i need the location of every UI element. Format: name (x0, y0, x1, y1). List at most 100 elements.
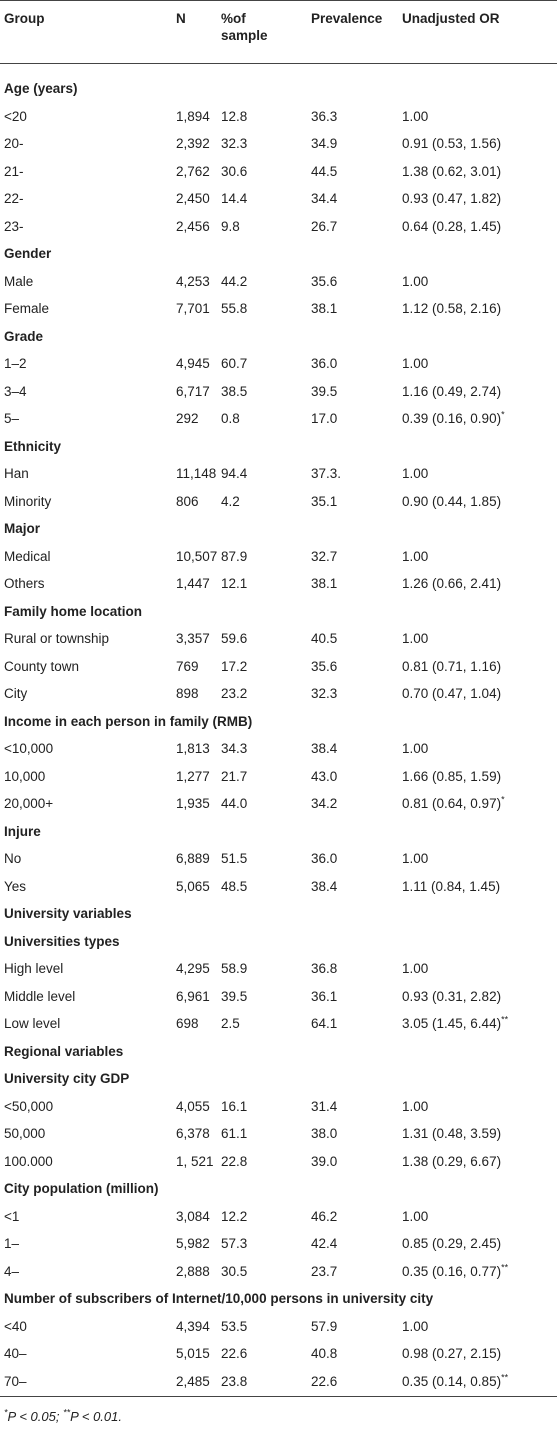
table-cell: 35.6 (311, 658, 338, 674)
table-cell: 38.5 (221, 383, 248, 399)
table-cell: 34.3 (221, 741, 248, 756)
significance-mark: ** (501, 1014, 509, 1025)
table-cell: 0.81 (0.64, 0.97)* (402, 794, 505, 811)
table-cell: 12.2 (221, 1208, 248, 1224)
table-cell: 39.5 (221, 988, 248, 1004)
table-cell: 2,888 (176, 1263, 210, 1279)
section-label: Number of subscribers of Internet/10,000… (4, 1291, 434, 1306)
table-cell: 4,253 (176, 273, 210, 289)
table-cell: 50,000 (4, 1126, 46, 1141)
table-cell: 2,392 (176, 136, 210, 151)
table-cell: 31.4 (311, 1098, 338, 1114)
table-cell: 44.2 (221, 273, 248, 289)
table-cell: 40– (4, 1346, 27, 1361)
table-cell: <40 (4, 1318, 27, 1334)
table-cell: Rural or township (4, 631, 110, 646)
footnote: *P < 0.05; **P < 0.01. (4, 1407, 122, 1424)
table-cell: 1.00 (402, 1098, 429, 1114)
section-label: Family home location (4, 603, 143, 619)
table-cell: 44.5 (311, 163, 338, 179)
section-label: Age (years) (4, 81, 78, 96)
table-cell: Minority (4, 493, 52, 509)
table-cell: 5– (4, 411, 20, 426)
table-cell: 87.9 (221, 548, 248, 564)
table-cell: 0.39 (0.16, 0.90)* (402, 409, 505, 426)
table-cell: 1.00 (402, 1318, 429, 1334)
table-cell: 6,717 (176, 383, 210, 399)
table-cell: 4,945 (176, 356, 210, 371)
table-cell: 3,084 (176, 1208, 210, 1224)
table-cell: 20- (4, 136, 24, 151)
table-cell: 0.8 (221, 411, 240, 426)
table-cell: 1.00 (402, 548, 429, 564)
header-cell: Unadjusted OR (402, 11, 500, 26)
section-label: Income in each person in family (RMB) (4, 713, 253, 729)
table-cell: 38.1 (311, 301, 338, 316)
table-cell: 34.4 (311, 191, 338, 206)
table-cell: <50,000 (4, 1098, 54, 1114)
section-label: Major (4, 521, 41, 536)
significance-mark: ** (501, 1262, 509, 1272)
table-cell: 4.2 (221, 493, 240, 509)
table-cell: 94.4 (221, 466, 248, 481)
table-cell: 46.2 (311, 1208, 338, 1224)
table-cell: 5,065 (176, 878, 210, 894)
table-cell: 30.5 (221, 1263, 248, 1279)
table-cell: 20,000+ (4, 796, 54, 811)
table-cell: 898 (176, 686, 199, 701)
table-cell: 4,394 (176, 1318, 210, 1334)
table-cell: High level (4, 961, 64, 976)
table-cell: Han (4, 466, 29, 481)
table-cell: 1.00 (402, 1208, 429, 1224)
table-cell: 1.00 (402, 631, 429, 646)
bottom-rule (0, 1396, 557, 1397)
table-cell: Yes (4, 878, 27, 894)
section-label: University variables (4, 906, 132, 921)
table-cell: 12.1 (221, 576, 248, 591)
table-cell: 37.3. (311, 466, 342, 481)
table-cell: Middle level (4, 988, 76, 1004)
header-cell: N (176, 11, 186, 26)
table-cell: 17.2 (221, 658, 248, 674)
table-cell: 4,295 (176, 961, 210, 976)
table-cell: 0.70 (0.47, 1.04) (402, 686, 502, 701)
table-cell: 1.38 (0.62, 3.01) (402, 163, 502, 179)
table-cell: 1– (4, 1236, 20, 1251)
table-cell: No (4, 851, 22, 866)
table-cell: 1.16 (0.49, 2.74) (402, 383, 502, 399)
table-cell: 11,148 (176, 466, 217, 481)
footnote-mark: ** (63, 1407, 71, 1418)
header-cell: %of sample (221, 11, 268, 43)
table-cell: 14.4 (221, 191, 248, 206)
table-cell: 2,485 (176, 1373, 210, 1389)
table-cell: 36.8 (311, 961, 338, 976)
table-cell: 5,982 (176, 1236, 210, 1251)
header-cell: Group (4, 11, 45, 26)
table-cell: 26.7 (311, 218, 338, 234)
table-cell: Female (4, 301, 50, 316)
table-cell: 1,894 (176, 108, 210, 124)
footnote-text: P < 0.05; (7, 1409, 60, 1424)
table-cell: 22.6 (221, 1346, 248, 1361)
table-cell: 43.0 (311, 768, 338, 784)
header-rule (0, 63, 557, 64)
table-cell: 40.5 (311, 631, 338, 646)
table-cell: 6,889 (176, 851, 210, 866)
table-cell: 1.31 (0.48, 3.59) (402, 1126, 502, 1141)
table-cell: 32.3 (311, 686, 338, 701)
table-cell: 23.2 (221, 686, 248, 701)
table-cell: <20 (4, 108, 27, 124)
table-cell: 0.35 (0.14, 0.85)** (402, 1372, 509, 1389)
significance-mark: * (501, 794, 505, 805)
table-cell: 1.00 (402, 108, 429, 124)
table-cell: 36.0 (311, 851, 338, 866)
table-cell: 12.8 (221, 108, 248, 124)
table-cell: 1,447 (176, 576, 210, 591)
table-cell: 58.9 (221, 961, 248, 976)
table-cell: 2,450 (176, 191, 210, 206)
table-cell: 23- (4, 218, 24, 234)
table-cell: 2,456 (176, 218, 210, 234)
table-cell: 7,701 (176, 301, 210, 316)
section-label: Regional variables (4, 1043, 124, 1059)
table-cell: 36.3 (311, 108, 338, 124)
